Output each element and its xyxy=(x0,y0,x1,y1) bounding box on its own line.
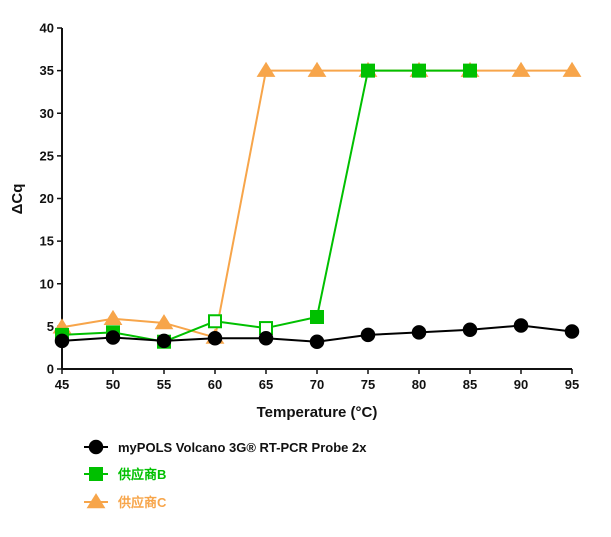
series-3-point xyxy=(307,61,327,77)
y-axis-title: ΔCq xyxy=(9,184,26,215)
x-tick-label: 60 xyxy=(208,377,222,392)
series-1-point xyxy=(360,327,376,343)
series-1-point xyxy=(156,333,172,349)
series-1-point xyxy=(309,334,325,349)
y-tick-label: 40 xyxy=(40,21,54,36)
x-tick-label: 90 xyxy=(514,377,528,392)
series-2-point xyxy=(208,314,222,329)
series-1-point xyxy=(411,325,427,340)
x-tick-label: 50 xyxy=(106,377,120,392)
series-2-point xyxy=(310,309,324,324)
x-axis-title: Temperature (°C) xyxy=(257,404,378,421)
y-tick-label: 35 xyxy=(40,63,54,78)
y-tick-label: 25 xyxy=(40,148,54,163)
series-3-point xyxy=(562,61,582,77)
x-tick-label: 65 xyxy=(259,377,273,392)
legend-label-1: myPOLS Volcano 3G® RT-PCR Probe 2x xyxy=(118,440,367,455)
series-1-point xyxy=(513,318,529,333)
series-1-point xyxy=(462,322,478,338)
legend: myPOLS Volcano 3G® RT-PCR Probe 2x 供应商B 供应… xyxy=(84,439,367,510)
series-3-point xyxy=(103,309,123,326)
legend-marker-3 xyxy=(86,493,106,509)
y-tick-label: 15 xyxy=(40,234,54,249)
x-tick-label: 55 xyxy=(157,377,171,392)
series-2-point xyxy=(412,63,426,78)
x-tick-label: 80 xyxy=(412,377,426,392)
legend-marker-2 xyxy=(89,467,103,481)
series-1-point xyxy=(258,331,274,346)
x-tick-label: 95 xyxy=(565,377,579,392)
series-3-point xyxy=(256,61,276,77)
series-3-point xyxy=(511,61,531,77)
axes: 0 5 10 15 20 25 30 35 40 45 50 55 60 65 70 75 80 85 90 95 xyxy=(40,21,580,393)
series-2-point xyxy=(463,63,477,78)
series-markers xyxy=(52,61,582,349)
x-tick-label: 75 xyxy=(361,377,375,392)
legend-marker-1 xyxy=(88,439,104,455)
x-tick-label: 85 xyxy=(463,377,477,392)
series-line-2 xyxy=(61,69,470,343)
y-tick-label: 5 xyxy=(47,319,54,334)
legend-label-3: 供应商C xyxy=(117,495,167,510)
series-1-point xyxy=(564,324,580,339)
x-tick-label: 70 xyxy=(310,377,324,392)
series-2-point xyxy=(361,63,375,78)
y-tick-label: 30 xyxy=(40,106,54,121)
legend-label-2: 供应商B xyxy=(117,467,166,482)
y-tick-label: 10 xyxy=(40,276,54,291)
series-1-point xyxy=(54,333,70,349)
y-tick-label: 20 xyxy=(40,191,54,206)
series-lines xyxy=(61,69,573,343)
series-1-point xyxy=(105,330,121,345)
series-line-3 xyxy=(61,69,572,339)
series-3-point xyxy=(154,314,174,330)
series-1-point xyxy=(207,331,223,346)
y-tick-label: 0 xyxy=(47,362,54,377)
x-tick-label: 45 xyxy=(55,377,69,392)
